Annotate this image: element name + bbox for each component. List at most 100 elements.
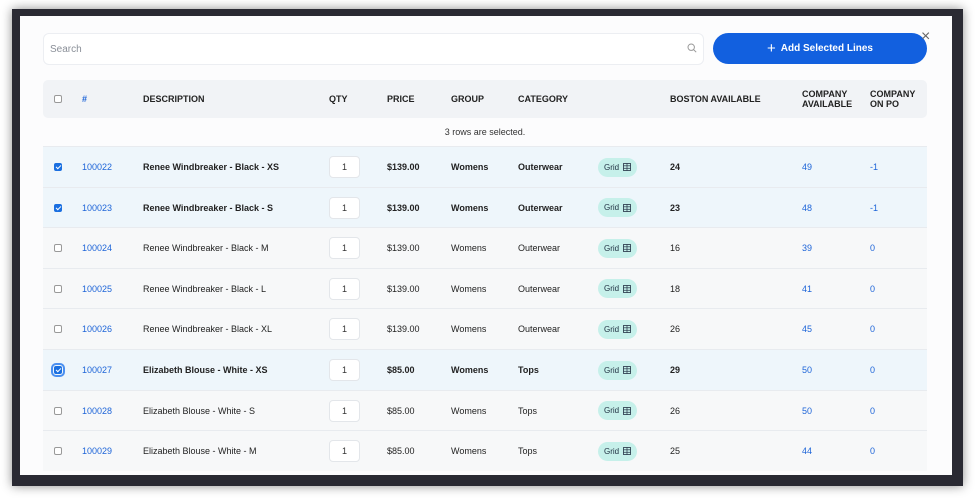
- table-row[interactable]: 100023 Renee Windbreaker - Black - S 1 $…: [43, 186, 927, 228]
- item-group: Womens: [451, 446, 487, 457]
- grid-button[interactable]: Grid: [598, 238, 638, 258]
- company-available-link[interactable]: 41: [802, 283, 813, 294]
- qty-input[interactable]: 1: [329, 359, 360, 381]
- qty-input[interactable]: 1: [329, 237, 360, 260]
- grid-icon: [623, 244, 632, 253]
- item-description: Renee Windbreaker - Black - XS: [143, 162, 279, 172]
- company-on-po-link[interactable]: 0: [870, 405, 876, 416]
- table-row[interactable]: 100027 Elizabeth Blouse - White - XS 1 $…: [43, 349, 927, 390]
- table-row[interactable]: 100022 Renee Windbreaker - Black - XS 1 …: [43, 146, 927, 187]
- item-group: Womens: [451, 405, 487, 416]
- item-number-link[interactable]: 100025: [82, 283, 113, 294]
- grid-button[interactable]: Grid: [598, 198, 638, 218]
- item-price: $139.00: [387, 243, 420, 254]
- item-category: Outerwear: [518, 283, 561, 294]
- qty-input[interactable]: 1: [329, 399, 360, 422]
- item-category: Outerwear: [518, 162, 563, 172]
- qty-input[interactable]: 1: [329, 318, 360, 341]
- table-header: # DESCRIPTION QTY PRICE GROUP CATEGORY B…: [43, 80, 927, 118]
- grid-button[interactable]: Grid: [598, 401, 638, 421]
- select-all-checkbox[interactable]: [54, 95, 62, 103]
- company-available-link[interactable]: 45: [802, 324, 813, 335]
- header-company-available[interactable]: COMPANY AVAILABLE: [802, 89, 853, 109]
- grid-icon: [623, 447, 632, 456]
- grid-icon: [623, 366, 632, 374]
- search-input[interactable]: [44, 34, 664, 64]
- row-checkbox[interactable]: [54, 203, 62, 212]
- table-row[interactable]: 100025 Renee Windbreaker - Black - L 1 $…: [43, 267, 927, 309]
- item-category: Outerwear: [518, 202, 563, 213]
- company-on-po-link[interactable]: 0: [870, 243, 876, 254]
- close-icon[interactable]: ×: [921, 28, 931, 45]
- item-number-link[interactable]: 100027: [82, 365, 113, 375]
- company-on-po-link[interactable]: 0: [870, 446, 876, 457]
- company-on-po-link[interactable]: -1: [870, 202, 879, 213]
- grid-label: Grid: [604, 284, 620, 294]
- company-available-link[interactable]: 44: [802, 446, 813, 457]
- header-description[interactable]: DESCRIPTION: [143, 94, 205, 104]
- row-checkbox[interactable]: [54, 406, 62, 415]
- header-company-on-po[interactable]: COMPANY ON PO: [870, 89, 916, 109]
- header-boston-available[interactable]: BOSTON AVAILABLE: [670, 94, 761, 104]
- row-checkbox[interactable]: [51, 363, 65, 377]
- table-row[interactable]: 100026 Renee Windbreaker - Black - XL 1 …: [43, 308, 927, 349]
- boston-available: 26: [670, 405, 681, 416]
- qty-input[interactable]: 1: [329, 277, 360, 300]
- item-group: Womens: [451, 162, 489, 172]
- row-checkbox[interactable]: [54, 325, 62, 334]
- item-group: Womens: [451, 243, 487, 254]
- item-number-link[interactable]: 100024: [82, 243, 113, 254]
- company-available-link[interactable]: 48: [802, 202, 813, 213]
- row-checkbox[interactable]: [54, 447, 62, 456]
- item-description: Elizabeth Blouse - White - M: [143, 446, 257, 457]
- header-qty[interactable]: QTY: [329, 94, 348, 104]
- item-price: $85.00: [387, 446, 415, 457]
- company-on-po-link[interactable]: 0: [870, 283, 876, 294]
- item-category: Tops: [518, 446, 538, 457]
- row-checkbox[interactable]: [54, 244, 62, 253]
- grid-label: Grid: [604, 162, 620, 172]
- item-number-link[interactable]: 100022: [82, 162, 113, 172]
- table-row[interactable]: 100028 Elizabeth Blouse - White - S 1 $8…: [43, 389, 927, 431]
- search-field[interactable]: [43, 33, 704, 65]
- row-checkbox[interactable]: [54, 163, 62, 171]
- company-on-po-link[interactable]: 0: [870, 324, 876, 335]
- company-available-link[interactable]: 49: [802, 162, 813, 172]
- qty-input[interactable]: 1: [329, 156, 360, 178]
- add-selected-lines-button[interactable]: + Add Selected Lines: [713, 33, 927, 64]
- table-row[interactable]: 100024 Renee Windbreaker - Black - M 1 $…: [43, 227, 927, 268]
- item-number-link[interactable]: 100026: [82, 324, 113, 335]
- item-number-link[interactable]: 100023: [82, 202, 113, 213]
- grid-button[interactable]: Grid: [598, 157, 638, 177]
- grid-button[interactable]: Grid: [598, 319, 638, 339]
- grid-icon: [623, 203, 632, 212]
- row-checkbox[interactable]: [54, 284, 62, 293]
- company-available-link[interactable]: 39: [802, 243, 813, 254]
- company-on-po-link[interactable]: 0: [870, 365, 876, 375]
- grid-label: Grid: [604, 365, 620, 375]
- company-available-link[interactable]: 50: [802, 365, 813, 375]
- boston-available: 18: [670, 283, 681, 294]
- item-price: $139.00: [387, 324, 420, 335]
- grid-button[interactable]: Grid: [598, 279, 638, 299]
- header-number[interactable]: #: [82, 94, 88, 104]
- grid-button[interactable]: Grid: [598, 441, 638, 461]
- boston-available: 25: [670, 446, 681, 457]
- company-on-po-link[interactable]: -1: [870, 162, 879, 172]
- header-group[interactable]: GROUP: [451, 94, 485, 104]
- qty-input[interactable]: 1: [329, 196, 360, 219]
- company-available-link[interactable]: 50: [802, 405, 813, 416]
- qty-input[interactable]: 1: [329, 440, 360, 463]
- boston-available: 29: [670, 365, 681, 375]
- header-category[interactable]: CATEGORY: [518, 94, 569, 104]
- table-row[interactable]: 100029 Elizabeth Blouse - White - M 1 $8…: [43, 430, 927, 471]
- item-price: $139.00: [387, 162, 420, 172]
- item-number-link[interactable]: 100028: [82, 405, 113, 416]
- item-description: Renee Windbreaker - Black - M: [143, 243, 269, 254]
- grid-button[interactable]: Grid: [598, 360, 638, 380]
- item-number-link[interactable]: 100029: [82, 446, 113, 457]
- header-price[interactable]: PRICE: [387, 94, 415, 104]
- grid-label: Grid: [604, 243, 620, 253]
- item-price: $85.00: [387, 405, 415, 416]
- boston-available: 24: [670, 162, 681, 172]
